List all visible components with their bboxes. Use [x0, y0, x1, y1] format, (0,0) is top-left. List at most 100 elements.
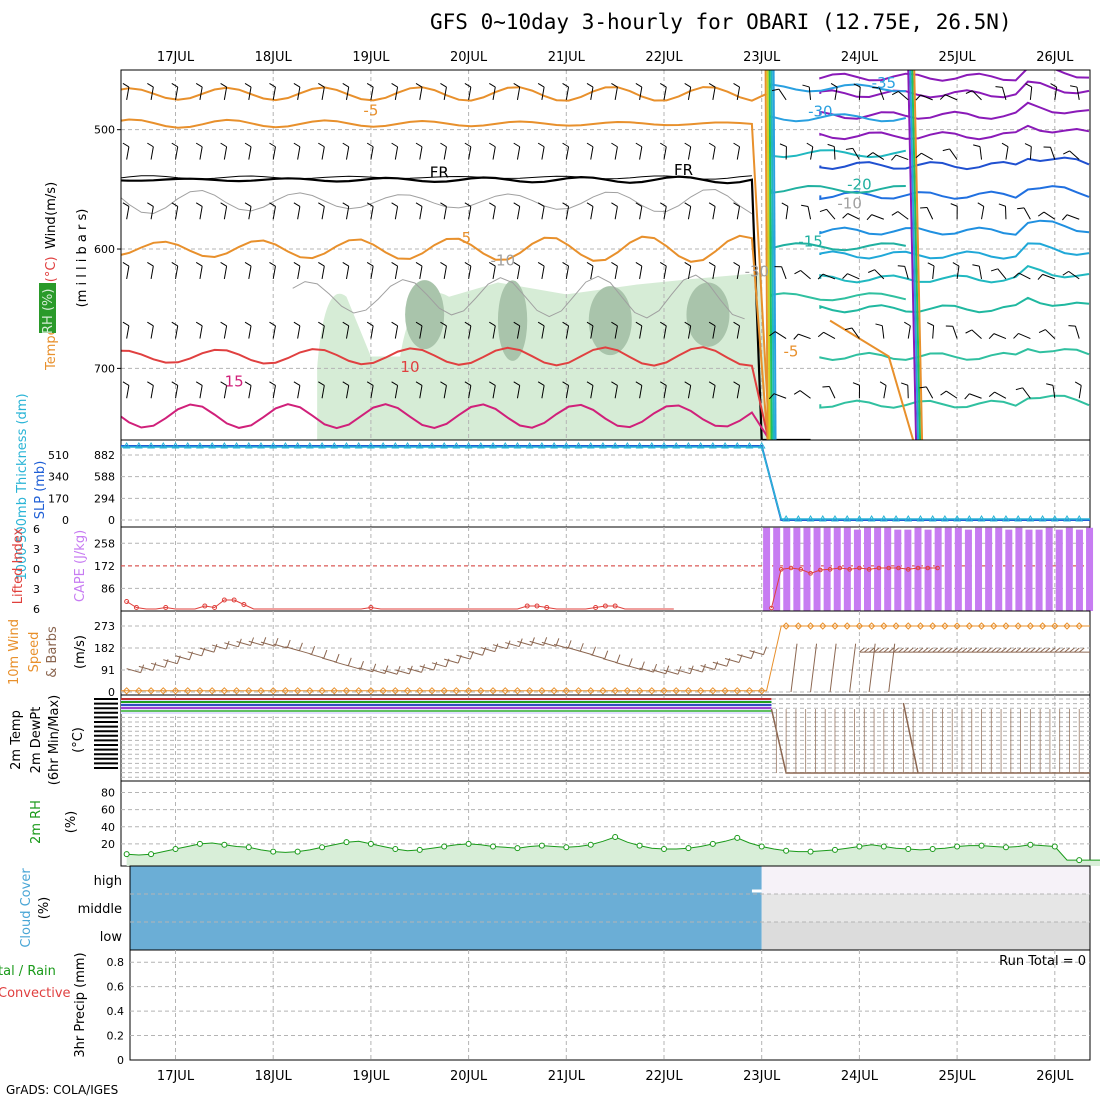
- slp-line: [121, 445, 1090, 521]
- wind-barb-late2: [961, 647, 968, 653]
- wind-barb: [517, 640, 532, 646]
- wind-barb: [602, 658, 618, 664]
- wind-barb: [676, 669, 691, 675]
- contour-freezing-b: [121, 175, 752, 180]
- contour-label: -20: [847, 175, 872, 193]
- ua-wind-barb-feather: [611, 202, 618, 207]
- ua-wind-barb: [639, 325, 643, 339]
- cloud-level-label: middle: [78, 902, 122, 917]
- ua-wind-barb: [223, 266, 228, 279]
- ua-wind-barb: [810, 146, 814, 160]
- wind-barb: [505, 642, 520, 648]
- ua-wind-barb-feather: [415, 381, 423, 386]
- ua-wind-barb: [993, 333, 1007, 340]
- wind-barb-late2: [932, 647, 938, 653]
- contour-label: -30: [745, 262, 770, 280]
- ua-ytick: 700: [94, 362, 115, 375]
- thickness-marker: [831, 515, 839, 522]
- front-line-2: [909, 70, 920, 440]
- thickness-marker: [1014, 515, 1023, 522]
- wind-barb-feather: [225, 640, 230, 650]
- rh-line: [126, 836, 1100, 861]
- rh-point: [905, 846, 912, 853]
- rh-point: [685, 845, 692, 852]
- wind-barb-feather: [628, 658, 633, 667]
- ua-wind-barb: [370, 266, 374, 279]
- ua-wind-barb: [516, 146, 521, 160]
- date-label-top: 20JUL: [450, 50, 488, 65]
- wind-speed-marker: [977, 622, 986, 630]
- ua-wind-barb: [443, 206, 447, 220]
- ua-wind-barb: [949, 148, 958, 160]
- ua-wind-barb-feather: [366, 321, 374, 327]
- slp-tick: 882: [94, 449, 115, 462]
- thickness-marker: [660, 442, 668, 449]
- ua-wind-barb-feather: [660, 381, 667, 386]
- li-ylabel-group: Lifted Index: [11, 527, 26, 604]
- ua-wind-barb: [1052, 385, 1056, 399]
- ua-wind-barb-feather: [611, 83, 618, 88]
- cape-bar: [1015, 527, 1023, 611]
- wind-barb-feather: [421, 664, 426, 673]
- ua-wind-barb: [199, 206, 203, 220]
- wind-barb-late2: [1074, 647, 1080, 653]
- wind-barb: [297, 649, 312, 655]
- contour-late: [819, 219, 1090, 236]
- wind-barb-feather: [347, 657, 352, 667]
- ua-wind-barb-feather: [915, 152, 922, 159]
- li-tick: 0: [33, 563, 40, 576]
- thickness-tick: 510: [48, 449, 69, 462]
- ua-wind-barb: [370, 146, 374, 160]
- wind-speed-marker: [696, 687, 705, 695]
- ua-wind-barb-feather: [489, 83, 496, 88]
- thickness-marker: [696, 442, 705, 449]
- ua-wind-barb-feather: [244, 142, 252, 148]
- wind-barb-feather: [298, 642, 303, 651]
- ua-wind-barb-feather: [972, 264, 980, 267]
- thickness-marker: [916, 515, 925, 522]
- ua-wind-barb: [590, 385, 594, 399]
- rh-point: [831, 846, 838, 853]
- ua-wind-barb-feather: [852, 382, 860, 386]
- wind-ylabel-bot: & Barbs: [45, 626, 60, 678]
- ua-wind-barb: [872, 152, 885, 160]
- wind-speed-marker: [843, 622, 851, 630]
- wind-barb-late2: [1064, 647, 1070, 653]
- cloud-ylabel-unit: (%): [37, 897, 52, 920]
- contour-late: [819, 296, 1090, 314]
- date-label-bottom: 26JUL: [1036, 1069, 1074, 1084]
- wind-barb: [419, 665, 434, 671]
- contour-label: -5: [363, 101, 378, 119]
- ua-wind-barb: [492, 206, 496, 220]
- ua-wind-barb: [1042, 273, 1055, 280]
- rh-point: [416, 846, 423, 853]
- ua-wind-barb: [969, 393, 982, 399]
- ua-wind-barb: [799, 390, 811, 399]
- ua-wind-barb-feather: [1046, 383, 1054, 386]
- ua-wind-barb-feather: [586, 83, 594, 88]
- ua-wind-barb: [199, 385, 203, 399]
- wind-speed-marker: [928, 622, 937, 630]
- wind-barb: [566, 646, 581, 652]
- ua-wind-barb-feather: [342, 381, 349, 386]
- ua-wind-barb-feather: [513, 262, 520, 267]
- cape-bar: [1065, 527, 1073, 611]
- ua-wind-barb-feather: [879, 381, 887, 386]
- ua-wind-barb: [590, 146, 594, 160]
- ua-wind-barb-feather: [1038, 329, 1046, 333]
- ua-wind-barb-feather: [1068, 325, 1076, 327]
- slp-ylabel-group: SLP (mb): [33, 461, 48, 520]
- wind-barb: [260, 641, 276, 647]
- ua-wind-barb-feather: [293, 321, 301, 327]
- ua-wind-barb: [565, 266, 570, 279]
- wind-speed-marker: [721, 687, 729, 695]
- ua-wind-barb: [773, 393, 787, 399]
- thickness-marker: [647, 442, 656, 449]
- ua-wind-barb: [807, 206, 812, 220]
- wind-barb: [615, 661, 630, 667]
- wind-barb: [382, 669, 398, 675]
- wind-barb-late2: [986, 647, 992, 653]
- wind-barb: [224, 642, 239, 648]
- ua-wind-barb-feather: [817, 273, 824, 280]
- rh-point: [1027, 841, 1034, 848]
